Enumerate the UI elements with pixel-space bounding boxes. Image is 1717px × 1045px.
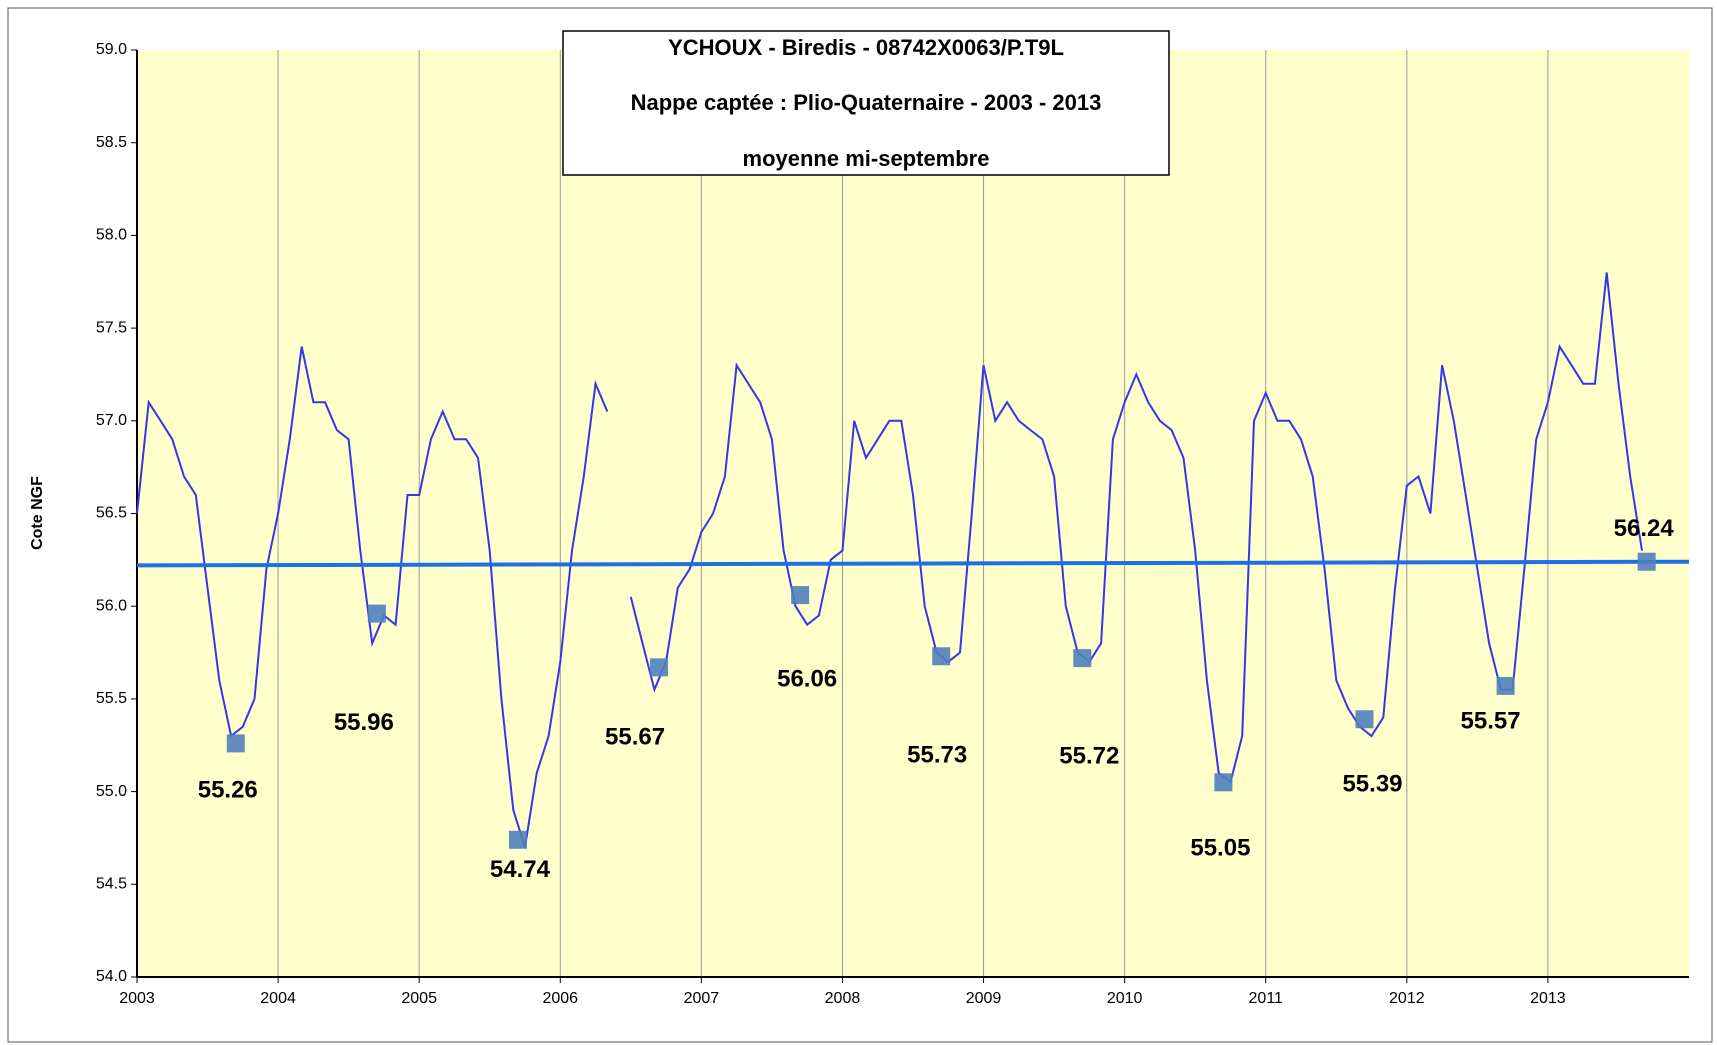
data-label: 55.26 <box>198 777 258 804</box>
y-tick-label: 59.0 <box>96 41 127 58</box>
y-tick-label: 54.0 <box>96 968 127 985</box>
y-tick-label: 55.5 <box>96 690 127 707</box>
data-label: 55.96 <box>334 709 394 736</box>
y-tick-label: 58.5 <box>96 134 127 151</box>
x-tick-label: 2012 <box>1389 990 1425 1007</box>
data-label: 55.73 <box>907 742 967 769</box>
data-label: 55.05 <box>1190 835 1250 862</box>
y-axis-label: Cote NGF <box>29 476 46 550</box>
marker <box>1073 649 1092 668</box>
data-label: 56.24 <box>1614 515 1675 542</box>
marker <box>367 604 386 623</box>
marker <box>226 734 245 753</box>
data-label: 55.72 <box>1059 742 1119 769</box>
y-tick-label: 56.0 <box>96 597 127 614</box>
trend-line <box>136 559 1690 568</box>
x-tick-label: 2007 <box>684 990 720 1007</box>
marker <box>508 830 527 849</box>
y-tick-label: 58.0 <box>96 227 127 244</box>
y-tick-label: 57.0 <box>96 412 127 429</box>
y-tick-label: 56.5 <box>96 505 127 522</box>
marker <box>1214 773 1233 792</box>
y-tick-label: 57.5 <box>96 319 127 336</box>
plot-background <box>137 50 1689 977</box>
x-tick-label: 2009 <box>966 990 1002 1007</box>
y-tick-label: 55.0 <box>96 783 127 800</box>
marker <box>1637 552 1656 571</box>
data-label: 54.74 <box>490 856 551 883</box>
series-line <box>136 272 1643 848</box>
x-tick-label: 2011 <box>1249 990 1284 1007</box>
data-label: 55.39 <box>1342 771 1402 798</box>
x-tick-label: 2010 <box>1107 990 1143 1007</box>
x-tick-label: 2003 <box>119 990 155 1007</box>
x-tick-label: 2008 <box>825 990 861 1007</box>
marker <box>1496 676 1515 695</box>
plot-area: 2003 2004 2005 2006 2007 2008 2009 2010 2011 2012… <box>96 41 1690 1007</box>
marker <box>791 586 810 605</box>
x-tick-label: 2005 <box>401 990 437 1007</box>
marker <box>1355 710 1374 729</box>
data-label: 55.67 <box>605 724 665 751</box>
data-label: 56.06 <box>777 665 837 692</box>
x-tick-label: 2006 <box>542 990 578 1007</box>
x-tick-label: 2013 <box>1530 990 1566 1007</box>
title-box <box>562 30 1170 176</box>
marker <box>932 647 951 666</box>
chart-title: YCHOUX - Biredis - 08742X0063/P.T9L <box>668 35 1064 60</box>
x-tick-label: 2004 <box>260 990 296 1007</box>
chart-subtitle: Nappe captée : Plio-Quaternaire - 2003 -… <box>631 90 1102 115</box>
chart-subtitle: moyenne mi-septembre <box>743 146 990 171</box>
marker <box>650 658 669 677</box>
y-tick-label: 54.5 <box>96 876 127 893</box>
data-label: 55.57 <box>1461 707 1521 734</box>
